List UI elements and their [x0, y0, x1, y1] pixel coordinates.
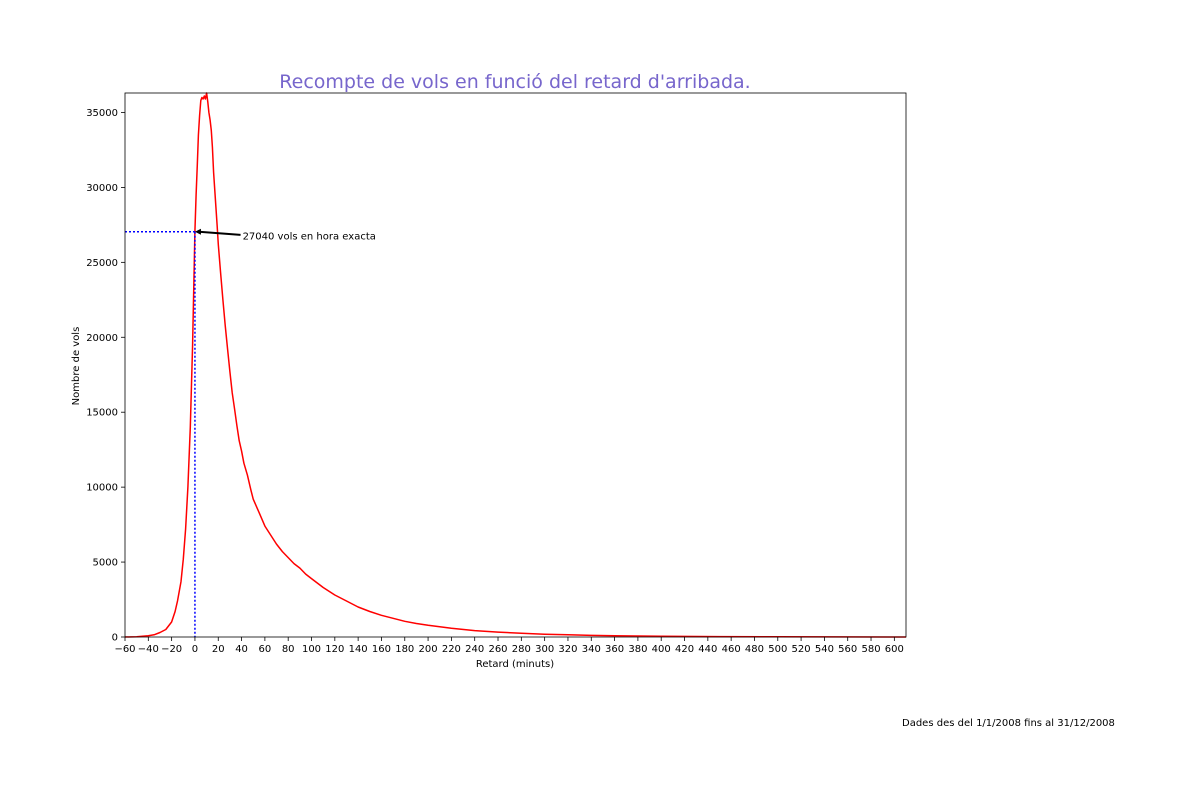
- x-tick-label: 420: [675, 644, 694, 655]
- x-tick-label: 360: [605, 644, 624, 655]
- y-tick-label: 35000: [86, 108, 118, 119]
- plot-frame: [124, 92, 907, 638]
- x-tick-label: 520: [792, 644, 811, 655]
- x-tick-label: 240: [465, 644, 484, 655]
- y-axis-label: Nombre de vols: [71, 327, 82, 406]
- x-tick-label: 580: [861, 644, 880, 655]
- x-axis-label: Retard (minuts): [476, 659, 554, 670]
- plot-area: 27040 vols en hora exacta −60 −40 −20 0 20 40 6…: [86, 92, 907, 655]
- x-tick-label: 120: [325, 644, 344, 655]
- y-tick-label: 30000: [86, 183, 118, 194]
- series-line-0: [124, 92, 907, 638]
- x-tick-label: 280: [512, 644, 531, 655]
- footnote: Dades des del 1/1/2008 fins al 31/12/200…: [902, 718, 1115, 729]
- x-tick-label: 220: [442, 644, 461, 655]
- y-tick-label: 15000: [86, 408, 118, 419]
- x-tick-label: 200: [419, 644, 438, 655]
- x-tick-label: −60: [114, 644, 135, 655]
- x-tick-label: 400: [652, 644, 671, 655]
- y-tick-label: 25000: [86, 258, 118, 269]
- x-tick-label: 480: [745, 644, 764, 655]
- x-tick-label: 560: [838, 644, 857, 655]
- x-tick-label: 100: [302, 644, 321, 655]
- x-tick-label: 60: [259, 644, 272, 655]
- y-tick-label: 0: [112, 633, 118, 644]
- x-tick-label: 160: [372, 644, 391, 655]
- x-tick-label: 140: [349, 644, 368, 655]
- annotation-label: 27040 vols en hora exacta: [243, 231, 376, 242]
- x-tick-label: 500: [768, 644, 787, 655]
- x-tick-label: 460: [722, 644, 741, 655]
- chart-title: Recompte de vols en funció del retard d'…: [279, 71, 750, 93]
- x-tick-label: −40: [138, 644, 159, 655]
- x-tick-label: 300: [535, 644, 554, 655]
- x-tick-label: 440: [698, 644, 717, 655]
- x-tick-label: 80: [282, 644, 295, 655]
- y-tick-label: 20000: [86, 333, 118, 344]
- x-tick-label: −20: [161, 644, 182, 655]
- annotation-arrow-shaft: [198, 230, 241, 236]
- x-tick-label: 320: [558, 644, 577, 655]
- y-tick-label: 5000: [93, 558, 118, 569]
- x-tick-label: 340: [582, 644, 601, 655]
- x-tick-label: 540: [815, 644, 834, 655]
- x-tick-label: 380: [628, 644, 647, 655]
- x-tick-label: 180: [395, 644, 414, 655]
- x-tick-label: 260: [488, 644, 507, 655]
- annotation-arrow-head: [194, 228, 201, 235]
- x-tick-label: 20: [212, 644, 225, 655]
- y-tick-label: 10000: [86, 483, 118, 494]
- x-tick-label: 40: [235, 644, 248, 655]
- x-tick-label: 0: [192, 644, 198, 655]
- x-tick-label: 600: [885, 644, 904, 655]
